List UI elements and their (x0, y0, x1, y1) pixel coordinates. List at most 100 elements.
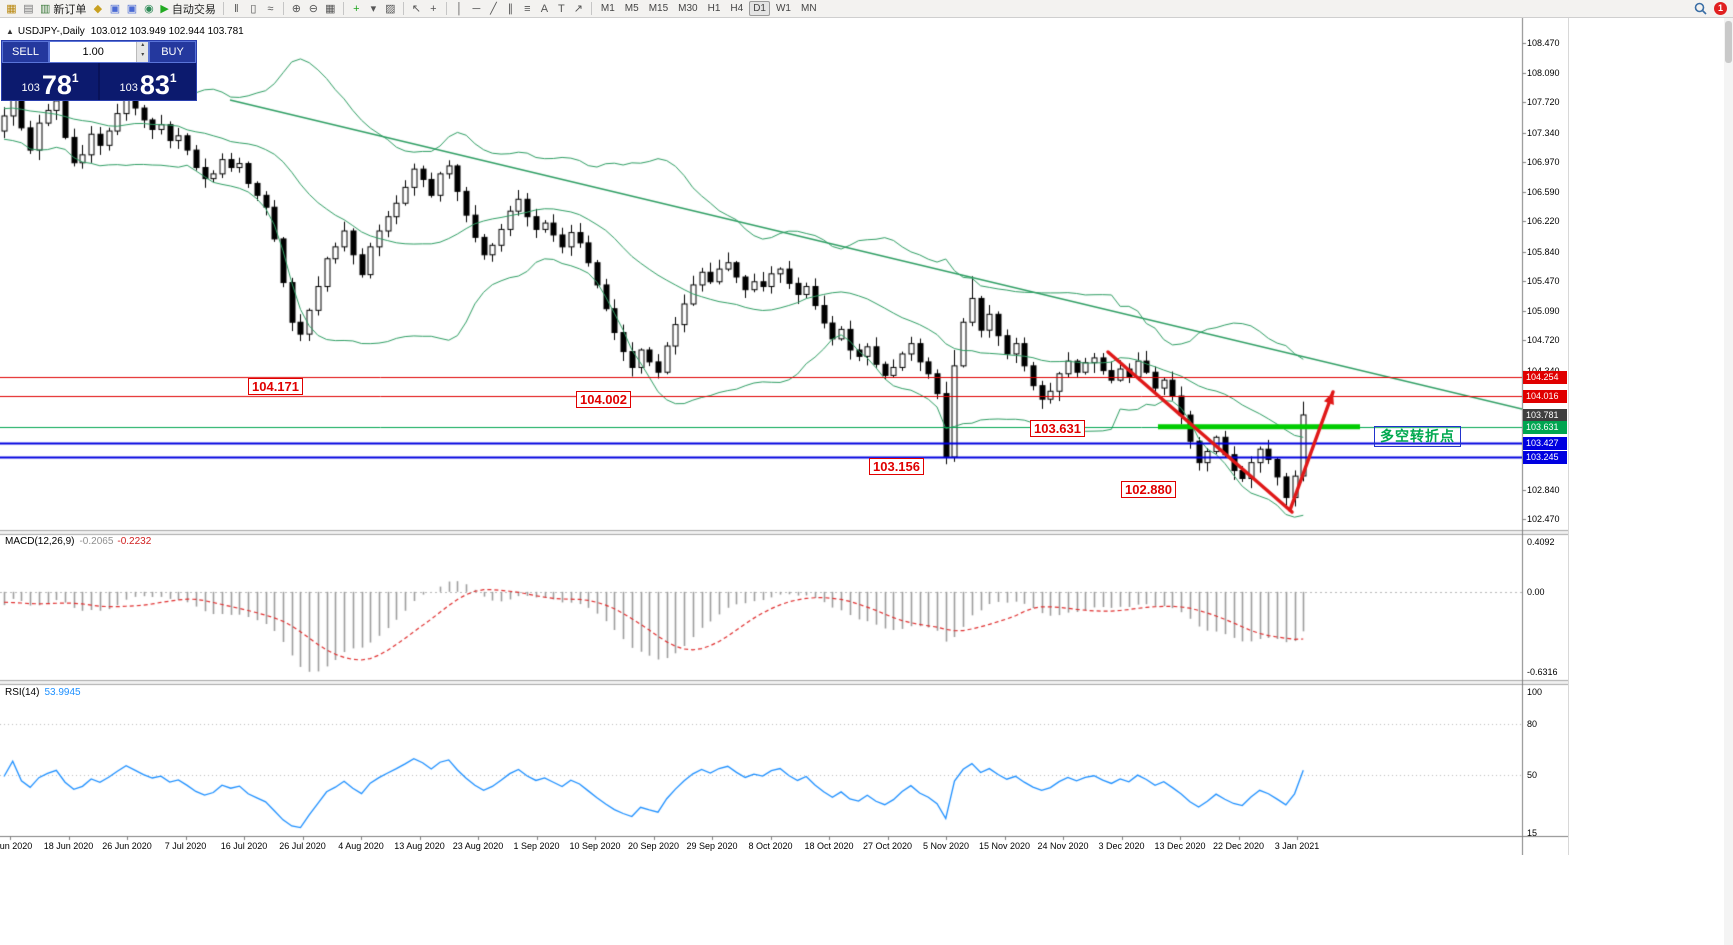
periods-icon: ▾ (370, 2, 377, 15)
crosshair-tool-icon: + (430, 2, 437, 15)
one-click-trading-panel: SELL ▴ ▾ BUY 103 78 1 103 (1, 40, 197, 101)
zoom-out-button[interactable]: ⊖ (305, 1, 322, 17)
buy-price-sub-pip: 1 (169, 71, 177, 85)
crosshair-tool-button[interactable]: + (425, 1, 442, 17)
templates-button[interactable]: ▨ (382, 1, 399, 17)
market-watch-icon: ▣ (109, 2, 121, 15)
new-order-label: 新订单 (53, 3, 87, 16)
arrows-tool-button[interactable]: ↗ (570, 1, 587, 17)
zoom-in-icon: ⊕ (291, 2, 301, 15)
rsi-value: 53.9945 (44, 687, 81, 698)
toolbar-separator (402, 2, 404, 15)
rsi-name: RSI(14) (5, 687, 40, 698)
volume-up-button[interactable]: ▴ (141, 42, 145, 48)
new-chart-button[interactable]: ▦ (3, 1, 20, 17)
timeframe-m30[interactable]: M30 (674, 1, 701, 16)
timeframe-h4[interactable]: H4 (726, 1, 747, 16)
templates-icon: ▨ (385, 2, 396, 15)
label-tool-button[interactable]: T (553, 1, 570, 17)
sell-button[interactable]: SELL (2, 41, 49, 63)
bar-chart-button[interactable]: ǁ (228, 1, 245, 17)
horizontal-line-tool-icon: ─ (472, 2, 481, 15)
buy-price[interactable]: 103 83 1 (98, 63, 196, 100)
symbol-period-label: USDJPY-,Daily (17, 26, 85, 37)
arrows-tool-icon: ↗ (573, 2, 583, 15)
autotrading-button[interactable]: ▶ 自动交易 (157, 1, 218, 17)
profiles-icon: ▤ (23, 2, 34, 15)
tile-windows-button[interactable]: ▦ (322, 1, 339, 17)
price-note[interactable]: 104.002 (576, 391, 631, 408)
new-order-button[interactable]: ▥ 新订单 (37, 1, 89, 17)
indicators-icon: + (353, 2, 360, 15)
volume-down-button[interactable]: ▾ (141, 52, 145, 58)
fibonacci-tool-button[interactable]: ≡ (519, 1, 536, 17)
sell-price-sub-pip: 1 (71, 71, 79, 85)
macd-signal-value: -0.2232 (117, 536, 152, 547)
cursor-tool-button[interactable]: ↖ (408, 1, 425, 17)
line-chart-icon: ≈ (267, 2, 274, 15)
data-window-button[interactable]: ▣ (123, 1, 140, 17)
candlestick-chart-icon: ▯ (250, 2, 257, 15)
autotrading-icon: ▶ (160, 2, 169, 15)
line-chart-button[interactable]: ≈ (262, 1, 279, 17)
profiles-button[interactable]: ▤ (20, 1, 37, 17)
channel-tool-button[interactable]: ∥ (502, 1, 519, 17)
ohlc-values: 103.012 103.949 102.944 103.781 (90, 26, 244, 37)
metaeditor-button[interactable]: ◆ (89, 1, 106, 17)
macd-main-value: -0.2065 (79, 536, 114, 547)
scrollbar-thumb[interactable] (1725, 21, 1732, 63)
volume-control: ▴ ▾ (49, 41, 149, 63)
turning-point-note[interactable]: 多空转折点 (1374, 426, 1461, 447)
collapse-trade-panel-button[interactable]: ▲ (6, 27, 14, 36)
toolbar-buttons: ▦ ▤ ▥ 新订单 ◆ ▣ ▣ ◉ ▶ 自动交易 ǁ ▯ ≈ ⊕ ⊖ ▦ + ▾ ▨ ↖ + │ ─ ╱ ∥ ≡ A T ↗ M1 M5 M1… (3, 0, 822, 18)
market-watch-button[interactable]: ▣ (106, 1, 123, 17)
autotrading-label: 自动交易 (171, 3, 216, 16)
toolbar-separator (445, 2, 447, 15)
price-chart-canvas[interactable] (0, 18, 1568, 855)
toolbar-separator (222, 2, 224, 15)
metaeditor-icon: ◆ (93, 2, 103, 15)
data-window-icon: ▣ (126, 2, 138, 15)
volume-input[interactable] (50, 42, 137, 62)
vertical-scrollbar[interactable] (1724, 18, 1733, 945)
cursor-tool-icon: ↖ (411, 2, 421, 15)
indicators-button[interactable]: + (348, 1, 365, 17)
navigator-icon: ◉ (144, 2, 154, 15)
price-note[interactable]: 102.880 (1121, 481, 1176, 498)
toolbar-separator (282, 2, 284, 15)
timeframe-h1[interactable]: H1 (704, 1, 725, 16)
channel-tool-icon: ∥ (507, 2, 514, 15)
vertical-line-tool-icon: │ (455, 2, 463, 15)
sell-price[interactable]: 103 78 1 (2, 63, 98, 100)
price-note[interactable]: 103.156 (869, 458, 924, 475)
fibonacci-tool-icon: ≡ (524, 2, 531, 15)
timeframe-d1[interactable]: D1 (749, 1, 770, 16)
trendline-tool-button[interactable]: ╱ (485, 1, 502, 17)
zoom-in-button[interactable]: ⊕ (288, 1, 305, 17)
notification-badge[interactable]: 1 (1714, 2, 1727, 15)
timeframe-w1[interactable]: W1 (772, 1, 795, 16)
timeframe-mn[interactable]: MN (797, 1, 821, 16)
trendline-tool-icon: ╱ (490, 2, 497, 15)
toolbar-right: 1 (1694, 2, 1727, 15)
macd-indicator-label: MACD(12,26,9) -0.2065 -0.2232 (5, 536, 151, 547)
price-note[interactable]: 103.631 (1030, 420, 1085, 437)
chart-window: ▲ USDJPY-,Daily 103.012 103.949 102.944 10… (0, 18, 1569, 855)
timeframe-m5[interactable]: M5 (621, 1, 643, 16)
candlestick-chart-button[interactable]: ▯ (245, 1, 262, 17)
macd-name: MACD(12,26,9) (5, 536, 75, 547)
sell-price-pips: 78 (41, 70, 72, 100)
new-chart-icon: ▦ (6, 2, 17, 15)
timeframe-m1[interactable]: M1 (597, 1, 619, 16)
vertical-line-tool-button[interactable]: │ (451, 1, 468, 17)
search-icon[interactable] (1694, 2, 1707, 15)
periods-button[interactable]: ▾ (365, 1, 382, 17)
navigator-button[interactable]: ◉ (140, 1, 157, 17)
text-tool-button[interactable]: A (536, 1, 553, 17)
price-note[interactable]: 104.171 (248, 378, 303, 395)
new-order-icon: ▥ (40, 2, 51, 15)
buy-button[interactable]: BUY (149, 41, 196, 63)
timeframe-m15[interactable]: M15 (645, 1, 672, 16)
horizontal-line-tool-button[interactable]: ─ (468, 1, 485, 17)
text-tool-icon: A (540, 2, 549, 15)
